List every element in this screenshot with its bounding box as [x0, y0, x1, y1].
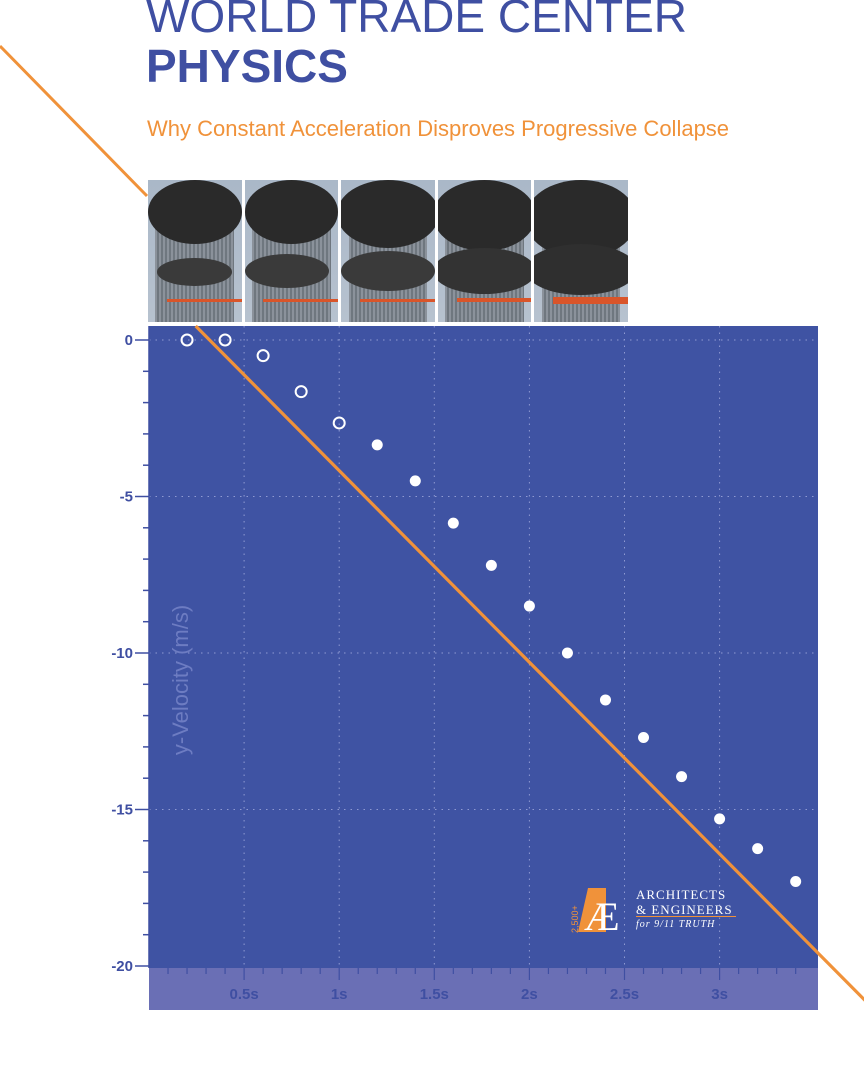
data-point	[676, 771, 688, 783]
fit-line	[194, 324, 864, 1002]
x-tick-label: 2s	[521, 986, 538, 1003]
video-frame-strip	[148, 180, 628, 322]
video-frame	[437, 180, 532, 322]
points-group	[180, 333, 802, 887]
ae-logo-icon: Æ 2,500+	[570, 888, 620, 934]
data-point	[752, 843, 764, 855]
x-tick-label: 2.5s	[610, 986, 639, 1003]
data-point	[790, 875, 802, 887]
fit-line-extension	[0, 44, 149, 198]
axes: 0 -5 -10 -15 -20 0.5s 1s 1.5s 2s 2.5s 3s	[111, 326, 797, 1003]
x-tick-label: 1.5s	[420, 986, 449, 1003]
logo-line-3: for 9/11 TRUTH	[636, 919, 716, 930]
data-point	[447, 517, 459, 529]
y-tick-label: 0	[125, 332, 133, 349]
data-point	[485, 559, 497, 571]
y-tick-label: -10	[111, 645, 133, 662]
data-point	[638, 732, 650, 744]
video-frame	[244, 180, 339, 322]
data-point-hollow	[332, 416, 346, 430]
data-point	[599, 694, 611, 706]
video-frame	[341, 180, 435, 322]
title-line-1: WORLD TRADE CENTER	[146, 0, 687, 42]
data-point	[561, 647, 573, 659]
video-frame	[534, 180, 628, 322]
data-point	[714, 813, 726, 825]
data-point-hollow	[294, 385, 308, 399]
plot-background	[149, 326, 818, 968]
svg-text:Æ: Æ	[584, 894, 620, 934]
data-point-hollow	[218, 333, 232, 347]
data-point	[409, 475, 421, 487]
fit-line-group	[0, 44, 864, 1002]
y-tick-label: -5	[120, 489, 133, 506]
ae911-logo: Æ 2,500+ ARCHITECTS & ENGINEERS for 9/11…	[570, 886, 740, 936]
title-line-2: PHYSICS	[146, 40, 348, 92]
data-point-hollow	[256, 349, 270, 363]
x-tick-label: 1s	[331, 986, 348, 1003]
grid	[149, 326, 818, 968]
x-tick-label: 3s	[711, 986, 728, 1003]
logo-line-1: ARCHITECTS	[636, 887, 727, 902]
video-frame	[148, 180, 242, 322]
x-tick-label: 0.5s	[229, 986, 258, 1003]
data-point	[523, 600, 535, 612]
y-tick-label: -20	[111, 958, 133, 975]
svg-text:2,500+: 2,500+	[570, 905, 580, 933]
y-tick-label: -15	[111, 802, 133, 819]
y-axis-label: y-Velocity (m/s)	[168, 605, 193, 755]
data-point-hollow	[180, 333, 194, 347]
data-point	[371, 439, 383, 451]
logo-line-2: & ENGINEERS	[636, 902, 733, 917]
x-axis-strip	[149, 968, 818, 1010]
subtitle: Why Constant Acceleration Disproves Prog…	[147, 116, 730, 141]
